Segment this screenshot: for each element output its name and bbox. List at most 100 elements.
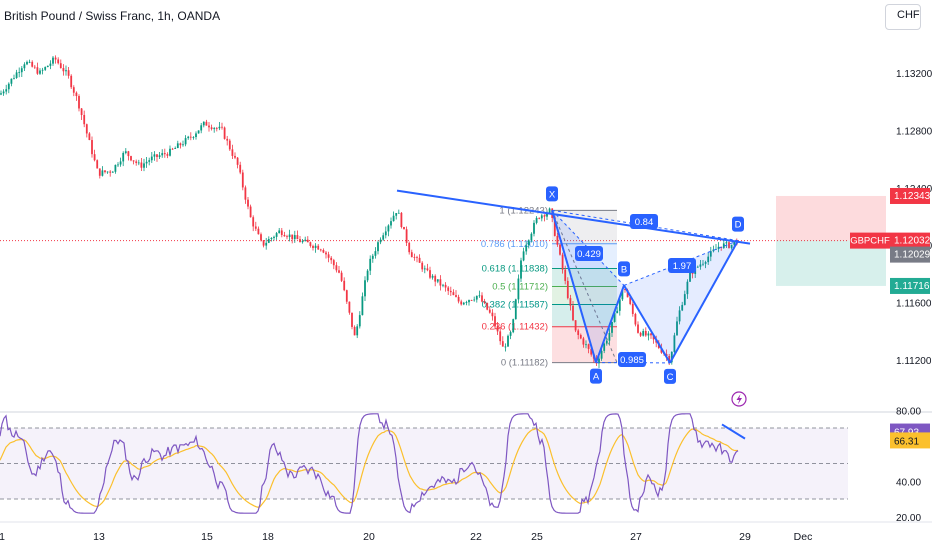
price-tag-bg bbox=[890, 246, 930, 263]
candle bbox=[96, 159, 99, 169]
candle-body bbox=[221, 126, 223, 128]
candle-body bbox=[226, 138, 229, 141]
fib-label: 0 (1.11182) bbox=[501, 358, 548, 369]
candle-body bbox=[91, 140, 93, 155]
candle-body bbox=[725, 242, 728, 244]
candle bbox=[306, 236, 309, 243]
candle-body bbox=[265, 242, 268, 246]
candle-body bbox=[566, 280, 569, 299]
pattern-point-label: X bbox=[549, 189, 556, 200]
candle bbox=[275, 232, 278, 240]
candle-body bbox=[371, 255, 374, 259]
candle-body bbox=[252, 217, 255, 227]
candle-body bbox=[642, 330, 645, 336]
candle-body bbox=[572, 305, 574, 321]
candle bbox=[132, 160, 135, 165]
candle bbox=[205, 119, 208, 126]
candle bbox=[540, 213, 543, 222]
fib-label: 0.236 (1.11432) bbox=[482, 322, 548, 333]
candle bbox=[283, 231, 286, 237]
candle bbox=[104, 170, 106, 174]
candle-body bbox=[319, 249, 322, 251]
candle bbox=[452, 289, 455, 296]
candle bbox=[634, 312, 637, 327]
candle bbox=[603, 342, 606, 354]
candle bbox=[444, 282, 447, 292]
candle-body bbox=[374, 251, 377, 256]
candle-body bbox=[499, 331, 502, 342]
price-tick-label: 1.12800 bbox=[896, 126, 932, 137]
candle-body bbox=[361, 296, 364, 316]
candle bbox=[460, 299, 463, 306]
candle bbox=[15, 69, 18, 79]
candle-body bbox=[257, 228, 260, 235]
candle bbox=[179, 142, 182, 149]
candle-body bbox=[631, 303, 634, 314]
candle bbox=[80, 108, 83, 120]
candle-body bbox=[543, 215, 546, 217]
xab-triangle bbox=[552, 210, 624, 363]
candle bbox=[340, 270, 343, 282]
candle-body bbox=[109, 171, 112, 173]
candle bbox=[405, 226, 408, 246]
candle bbox=[338, 265, 340, 274]
ratio-badge-bg bbox=[575, 246, 603, 261]
candle-body bbox=[462, 302, 465, 305]
candle bbox=[140, 157, 143, 172]
candle-body bbox=[2, 91, 5, 94]
candle-body bbox=[605, 340, 608, 344]
candle bbox=[213, 126, 216, 133]
candle-body bbox=[176, 143, 179, 149]
candle-body bbox=[574, 320, 577, 331]
candle bbox=[369, 255, 372, 276]
candle-body bbox=[153, 154, 156, 157]
candle-body bbox=[530, 233, 533, 241]
candle bbox=[374, 247, 377, 259]
candle bbox=[335, 262, 338, 273]
candle bbox=[514, 298, 517, 320]
candle-body bbox=[254, 226, 257, 229]
candle-body bbox=[561, 254, 564, 270]
candle bbox=[111, 170, 114, 173]
candle-body bbox=[421, 262, 424, 270]
candle-body bbox=[41, 69, 44, 71]
candle bbox=[717, 242, 720, 253]
candle bbox=[304, 236, 307, 242]
candle bbox=[699, 260, 702, 270]
candle-body bbox=[317, 245, 320, 250]
candle-body bbox=[309, 242, 312, 246]
candle-body bbox=[5, 89, 8, 92]
pattern-point-c: C bbox=[664, 368, 676, 384]
price-tag-bg bbox=[890, 277, 930, 294]
candle-body bbox=[579, 334, 582, 339]
pattern-leg bbox=[623, 284, 671, 364]
candle-body bbox=[501, 341, 504, 347]
candle-body bbox=[408, 242, 411, 253]
candle-body bbox=[111, 171, 114, 173]
candle-body bbox=[465, 302, 468, 303]
candle bbox=[114, 164, 117, 174]
ratio-badge-label: 1.97 bbox=[673, 261, 692, 272]
candle-body bbox=[348, 301, 351, 313]
candle-body bbox=[569, 298, 572, 306]
candle-body bbox=[332, 260, 335, 266]
candle-body bbox=[728, 242, 730, 248]
candle bbox=[442, 283, 444, 288]
candle-body bbox=[85, 124, 88, 134]
candle-body bbox=[452, 292, 455, 296]
candle bbox=[244, 185, 247, 204]
candle bbox=[676, 316, 678, 336]
candle bbox=[416, 255, 418, 263]
candle-body bbox=[449, 290, 452, 293]
candle bbox=[26, 60, 28, 66]
candle-body bbox=[169, 148, 171, 156]
candle bbox=[223, 126, 226, 140]
candle bbox=[174, 146, 177, 150]
currency-button[interactable] bbox=[885, 4, 921, 30]
candle-body bbox=[184, 138, 187, 145]
candle bbox=[312, 244, 314, 251]
ratio-badge: 0.84 bbox=[630, 214, 658, 229]
candle-body bbox=[26, 61, 28, 65]
candle-body bbox=[202, 121, 205, 126]
